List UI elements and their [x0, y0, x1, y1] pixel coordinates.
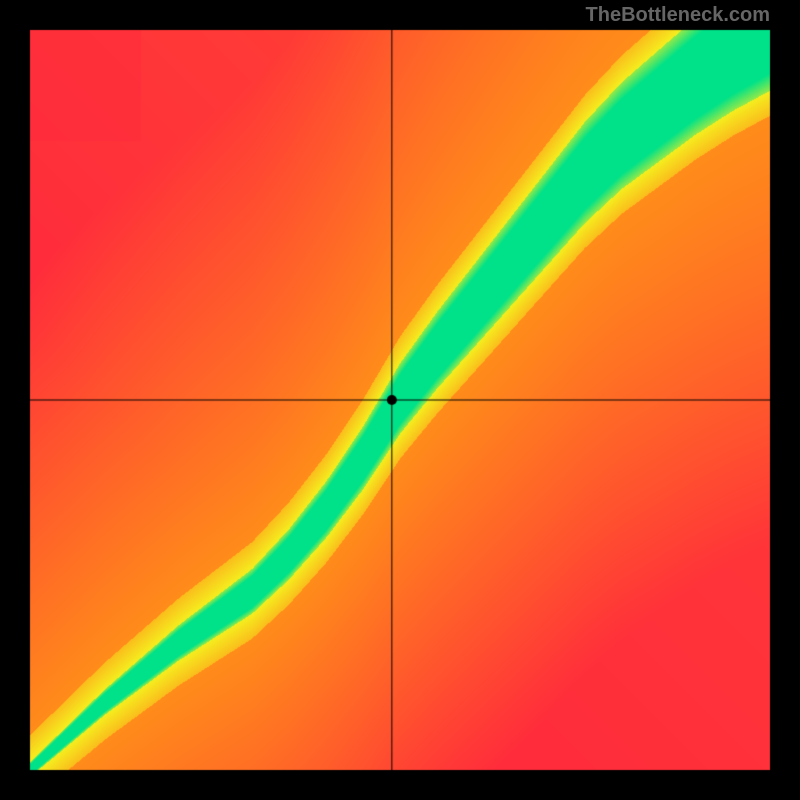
- watermark-text: TheBottleneck.com: [586, 4, 770, 27]
- bottleneck-heatmap: [0, 0, 800, 800]
